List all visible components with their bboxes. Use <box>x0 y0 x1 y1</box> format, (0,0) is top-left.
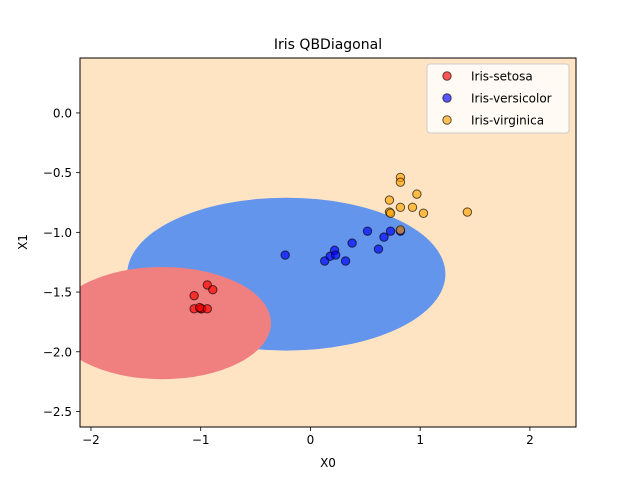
chart-title: Iris QBDiagonal <box>274 37 382 53</box>
point-iris-versicolor <box>373 244 384 254</box>
point-iris-virginica <box>395 202 406 212</box>
y-tick-label: −2.0 <box>43 345 72 359</box>
region-iris-setosa <box>80 266 271 380</box>
point-iris-virginica <box>395 177 406 187</box>
legend-label: Iris-virginica <box>471 114 544 128</box>
y-tick-label: −2.5 <box>43 405 72 419</box>
x-axis-ticks: −2 −1 0 1 2 <box>82 427 534 447</box>
y-tick-label: −1.5 <box>43 286 72 300</box>
point-iris-virginica <box>412 189 422 199</box>
y-tick-label: −0.5 <box>43 166 72 180</box>
x-tick-label: 0 <box>307 433 315 447</box>
chart-title-text: Iris QBDiagonal <box>274 37 382 53</box>
point-iris-setosa <box>208 284 218 295</box>
legend-marker <box>442 115 452 125</box>
point-iris-versicolor <box>347 238 357 248</box>
point-iris-setosa <box>189 290 199 301</box>
point-iris-versicolor <box>280 250 290 260</box>
point-iris-virginica <box>418 208 429 218</box>
x-tick-label: −1 <box>192 433 210 447</box>
x-axis-label: X0 <box>320 456 336 470</box>
point-iris-setosa <box>202 304 212 314</box>
x-tick-label: 2 <box>526 433 534 447</box>
y-axis-label: X1 <box>16 234 30 250</box>
point-iris-versicolor <box>379 232 389 242</box>
point-iris-virginica <box>384 195 395 205</box>
point-iris-virginica <box>385 208 396 218</box>
point-iris-virginica <box>395 225 406 235</box>
point-iris-versicolor <box>362 226 373 236</box>
x-tick-label: −2 <box>82 433 100 447</box>
point-iris-setosa <box>194 302 205 313</box>
point-iris-virginica <box>462 207 473 217</box>
x-tick-label: 1 <box>416 433 424 447</box>
legend-marker <box>442 93 452 103</box>
plot-frame <box>79 57 577 428</box>
data-points <box>189 172 473 314</box>
point-iris-versicolor <box>385 226 396 236</box>
legend-label: Iris-versicolor <box>471 92 552 106</box>
point-iris-virginica <box>407 202 418 212</box>
point-iris-versicolor <box>340 256 351 266</box>
legend-marker <box>442 71 452 81</box>
y-axis-ticks: 0.0 −0.5 −1.0 −1.5 −2.0 −2.5 <box>43 106 80 419</box>
point-iris-versicolor <box>330 250 341 260</box>
legend-box <box>426 63 570 134</box>
legend: Iris-setosa Iris-versicolor Iris-virginica <box>426 63 570 134</box>
legend-label: Iris-setosa <box>471 70 533 84</box>
y-tick-label: −1.0 <box>43 226 72 240</box>
y-tick-label: 0.0 <box>53 106 72 120</box>
